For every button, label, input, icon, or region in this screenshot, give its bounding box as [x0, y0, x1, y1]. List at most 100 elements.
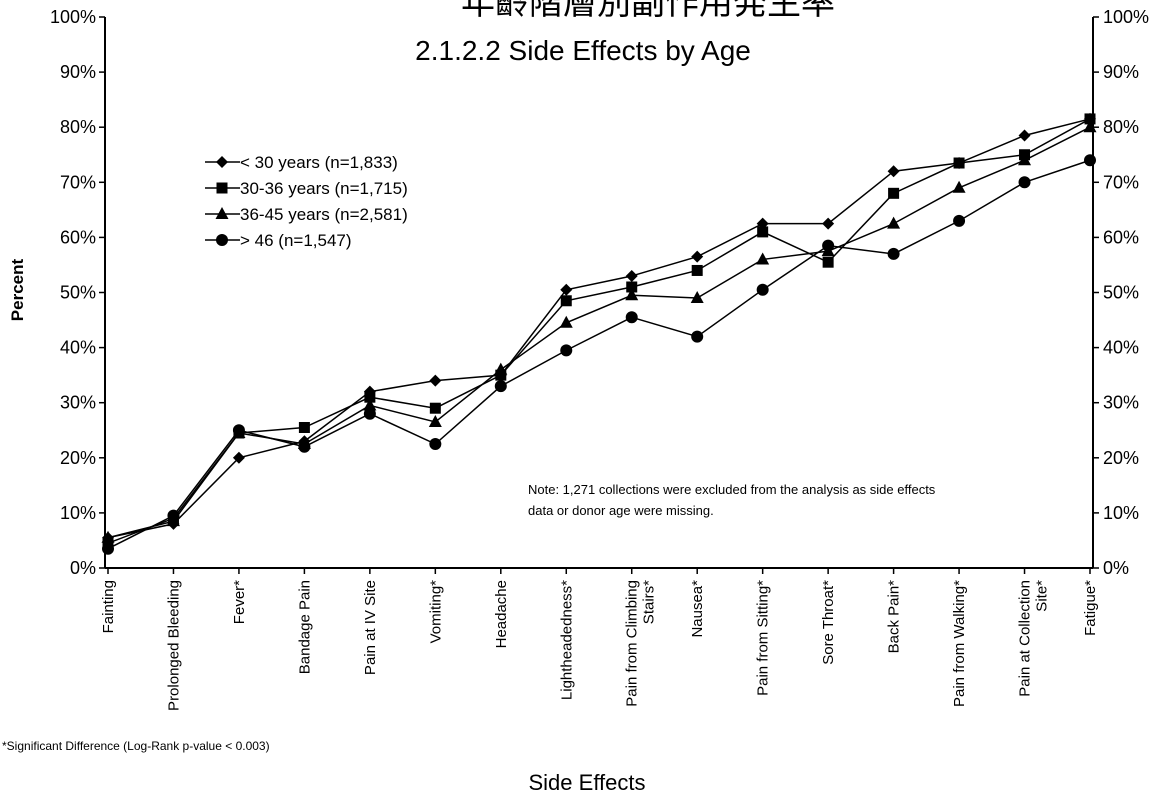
data-point-square [429, 402, 441, 414]
legend-marker-triangle [215, 207, 229, 219]
category-labels: Fainting Prolonged Bleeding Fever* Bandage … [100, 580, 1099, 711]
series-circle [102, 154, 1096, 555]
data-point-diamond [822, 217, 835, 230]
y-tick-label-left: 0% [70, 558, 96, 578]
data-point-square [691, 264, 703, 276]
data-point-circle [298, 440, 311, 453]
legend-label: < 30 years (n=1,833) [240, 153, 398, 172]
data-point-diamond [691, 250, 704, 263]
y-tick-label-left: 50% [60, 283, 96, 303]
y-tick-label-right: 20% [1103, 448, 1139, 468]
data-point-diamond [560, 283, 573, 296]
data-point-circle [102, 542, 114, 555]
series-line [107, 159, 1091, 550]
category-label: Vomiting* [427, 580, 444, 644]
category-label: Fainting [100, 580, 117, 633]
partial-top-title: 年齡階層別副作用発生率 [461, 0, 835, 23]
data-point-triangle [101, 530, 115, 543]
category-label: Pain at CollectionSite* [1017, 580, 1051, 697]
y-tick-labels-left: 0% 10% 20% 30% 40% 50% 60% 70% 80% 90% 100% [50, 7, 96, 578]
data-point-triangle [363, 398, 377, 411]
data-point-square [822, 256, 834, 268]
y-tick-label-right: 0% [1103, 558, 1129, 578]
legend-label: 36-45 years (n=2,581) [240, 205, 408, 224]
data-point-circle [625, 311, 638, 324]
legend-entry: > 46 (n=1,547) [205, 231, 352, 250]
series-line [107, 118, 1091, 539]
series-line [107, 118, 1091, 544]
category-label: Pain from Walking* [951, 580, 968, 707]
data-point-diamond [887, 165, 900, 178]
data-point-circle [1018, 176, 1031, 189]
y-tick-label-left: 100% [50, 7, 96, 27]
axes [99, 16, 1099, 574]
category-label: Headache [493, 580, 510, 648]
legend-entry: 30-36 years (n=1,715) [205, 179, 408, 198]
data-point-circle [756, 283, 769, 296]
chart-title: 2.1.2.2 Side Effects by Age [415, 35, 751, 66]
category-label: Fatigue* [1082, 580, 1099, 636]
y-tick-label-left: 30% [60, 393, 96, 413]
data-point-diamond [625, 269, 638, 282]
data-point-diamond [429, 374, 442, 387]
legend-marker-diamond [216, 156, 228, 168]
data-point-square [888, 187, 900, 199]
y-tick-label-right: 70% [1103, 172, 1139, 192]
category-label: Sore Throat* [820, 580, 837, 665]
data-point-triangle [952, 180, 966, 193]
category-label: Nausea* [689, 580, 706, 638]
y-tick-labels-right: 0% 10% 20% 30% 40% 50% 60% 70% 80% 90% 100% [1103, 7, 1149, 578]
category-label: Prolonged Bleeding [165, 580, 182, 711]
data-point-triangle [625, 288, 639, 301]
data-point-triangle [428, 414, 442, 427]
data-point-circle [822, 239, 835, 252]
data-point-triangle [756, 252, 770, 265]
data-point-square [953, 157, 965, 169]
y-tick-label-right: 50% [1103, 283, 1139, 303]
legend: < 30 years (n=1,833) 30-36 years (n=1,715… [205, 153, 408, 250]
y-tick-label-left: 90% [60, 62, 96, 82]
y-tick-label-left: 20% [60, 448, 96, 468]
data-point-square [364, 391, 376, 403]
data-point-circle [953, 214, 966, 227]
data-point-square [298, 421, 310, 433]
data-point-triangle [559, 315, 573, 328]
y-tick-label-left: 10% [60, 503, 96, 523]
data-point-circle [167, 509, 180, 522]
note-annotation: Note: 1,271 collections were excluded fr… [528, 482, 936, 518]
data-point-circle [429, 438, 442, 451]
legend-marker-circle [216, 234, 228, 246]
data-point-square [1084, 113, 1096, 125]
category-label: Pain from ClimbingStairs* [624, 580, 658, 707]
data-point-circle [887, 247, 900, 260]
data-point-circle [494, 380, 507, 393]
legend-entry: < 30 years (n=1,833) [205, 153, 398, 172]
category-label: Bandage Pain [296, 580, 313, 674]
legend-marker-square [216, 182, 228, 194]
y-tick-label-right: 30% [1103, 393, 1139, 413]
data-point-triangle [494, 362, 508, 375]
data-point-triangle [1083, 120, 1097, 133]
y-tick-label-right: 90% [1103, 62, 1139, 82]
legend-label: > 46 (n=1,547) [240, 231, 352, 250]
y-axis-label: Percent [8, 258, 27, 321]
y-tick-label-left: 40% [60, 338, 96, 358]
series-diamond [102, 112, 1096, 544]
data-point-circle [560, 344, 573, 357]
category-label: Pain at IV Site [362, 580, 379, 675]
legend-entry: 36-45 years (n=2,581) [205, 205, 408, 224]
legend-label: 30-36 years (n=1,715) [240, 179, 408, 198]
y-tick-label-right: 80% [1103, 117, 1139, 137]
significance-footnote: *Significant Difference (Log-Rank p-valu… [2, 739, 270, 753]
data-point-diamond [1018, 129, 1031, 142]
category-label: Lightheadedness* [558, 580, 575, 700]
y-tick-label-left: 70% [60, 172, 96, 192]
data-point-square [495, 369, 507, 381]
y-tick-label-right: 40% [1103, 338, 1139, 358]
data-point-triangle [690, 291, 704, 304]
x-axis-label: Side Effects [529, 770, 646, 795]
series-group [101, 112, 1097, 555]
data-point-circle [232, 424, 245, 437]
data-point-diamond [232, 451, 245, 464]
